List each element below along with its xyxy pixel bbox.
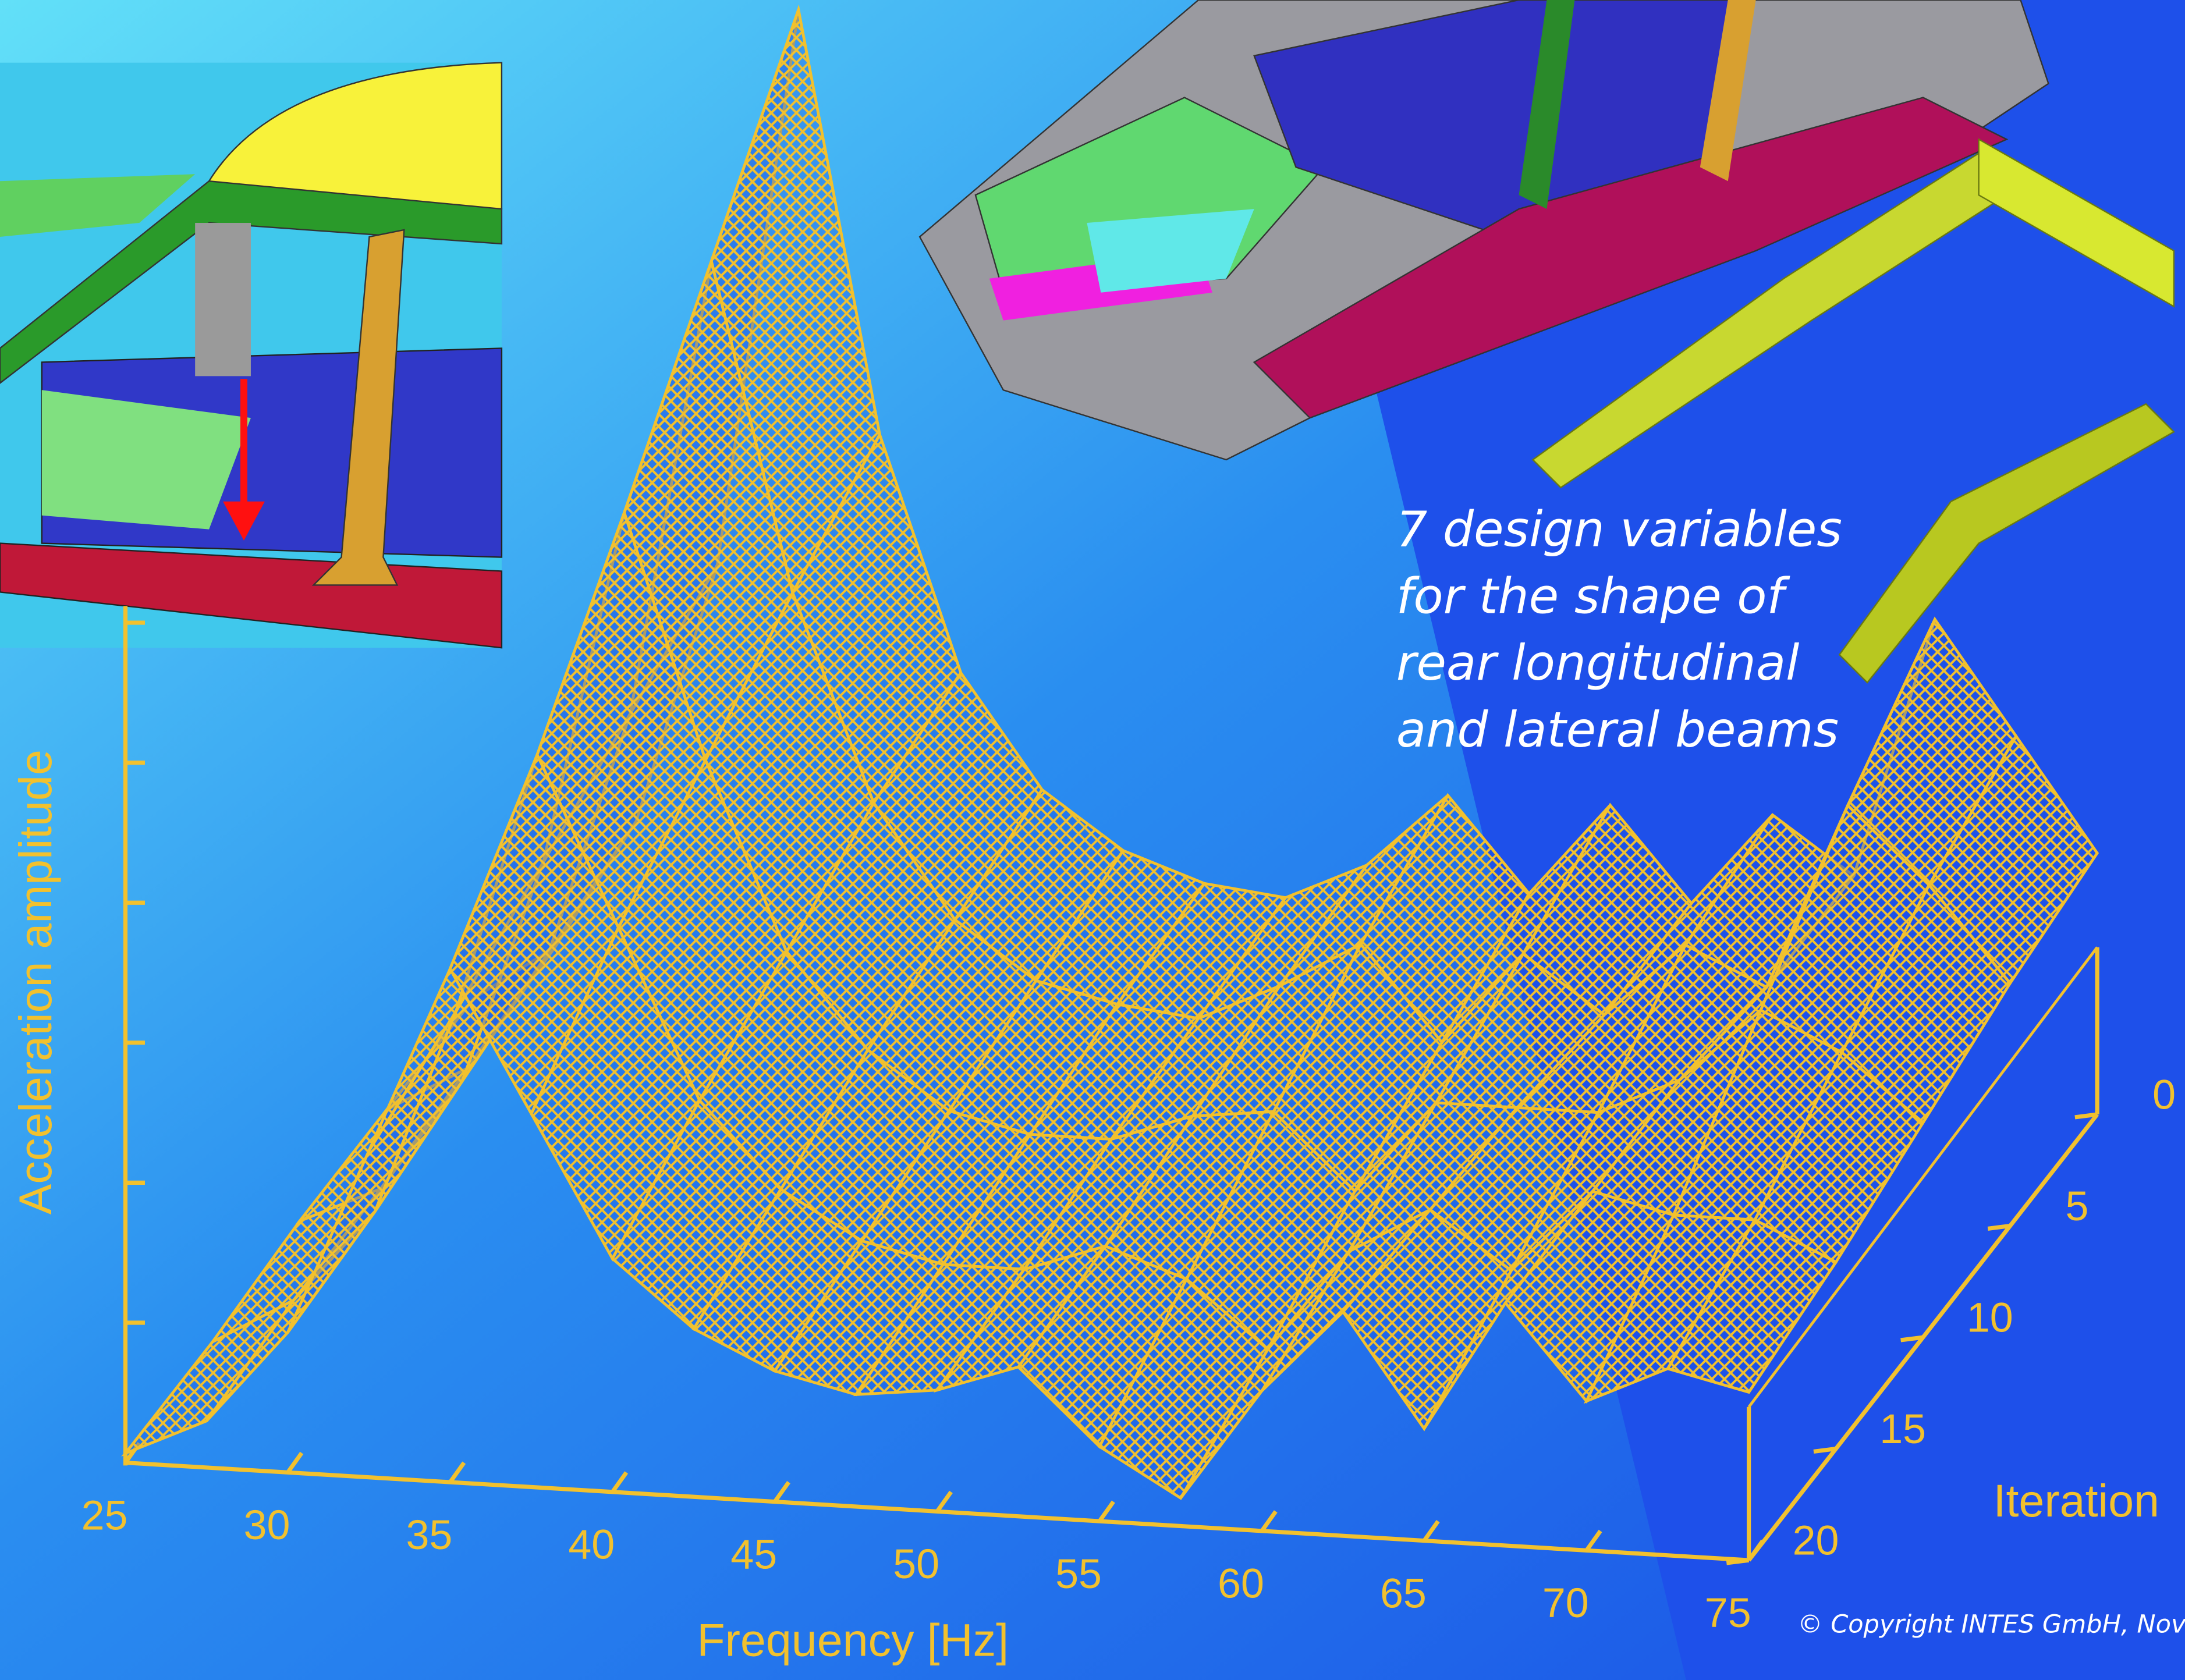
x-tick-label: 55 xyxy=(1055,1551,1102,1597)
z-tick-label: 0 xyxy=(2152,1071,2176,1118)
x-tick-label: 70 xyxy=(1542,1580,1589,1626)
z-tick xyxy=(1988,1226,2010,1229)
x-axis-label: Frequency [Hz] xyxy=(697,1614,1009,1666)
x-tick-label: 45 xyxy=(730,1531,777,1578)
z-tick-label: 20 xyxy=(1793,1517,1839,1564)
z-tick-label: 5 xyxy=(2065,1183,2088,1230)
z-tick xyxy=(1726,1560,1748,1563)
z-tick-label: 10 xyxy=(1967,1294,2013,1341)
chart: 25 30 35 40 45 50 55 60 65 70 75 0 5 10 15 20 Frequency … xyxy=(0,0,2185,1680)
page: 25 30 35 40 45 50 55 60 65 70 75 0 5 10 15 20 Frequency … xyxy=(0,0,2185,1680)
x-tick-label: 25 xyxy=(81,1492,128,1539)
z-axis-label: Iteration xyxy=(1994,1475,2159,1526)
annotation-line: and lateral beams xyxy=(1396,701,1839,758)
x-tick-label: 40 xyxy=(568,1522,615,1568)
x-tick-label: 75 xyxy=(1705,1590,1751,1636)
x-tick-label: 65 xyxy=(1380,1570,1427,1617)
z-tick xyxy=(2075,1114,2097,1117)
x-tick-label: 60 xyxy=(1218,1561,1264,1607)
x-tick-label: 35 xyxy=(406,1512,452,1558)
annotation-line: for the shape of xyxy=(1396,567,1791,624)
z-tick-label: 15 xyxy=(1879,1406,1926,1452)
x-tick-label: 30 xyxy=(244,1502,290,1548)
y-axis-label: Acceleration amplitude xyxy=(9,750,61,1214)
x-tick-label: 50 xyxy=(893,1541,939,1587)
copyright: © Copyright INTES GmbH, Nove xyxy=(1797,1610,2185,1639)
z-tick xyxy=(1814,1449,1836,1452)
annotation-line: 7 design variables xyxy=(1396,500,1842,557)
annotation-line: rear longitudinal xyxy=(1396,634,1800,691)
car-detail-inset xyxy=(0,63,502,648)
z-tick xyxy=(1901,1337,1923,1340)
